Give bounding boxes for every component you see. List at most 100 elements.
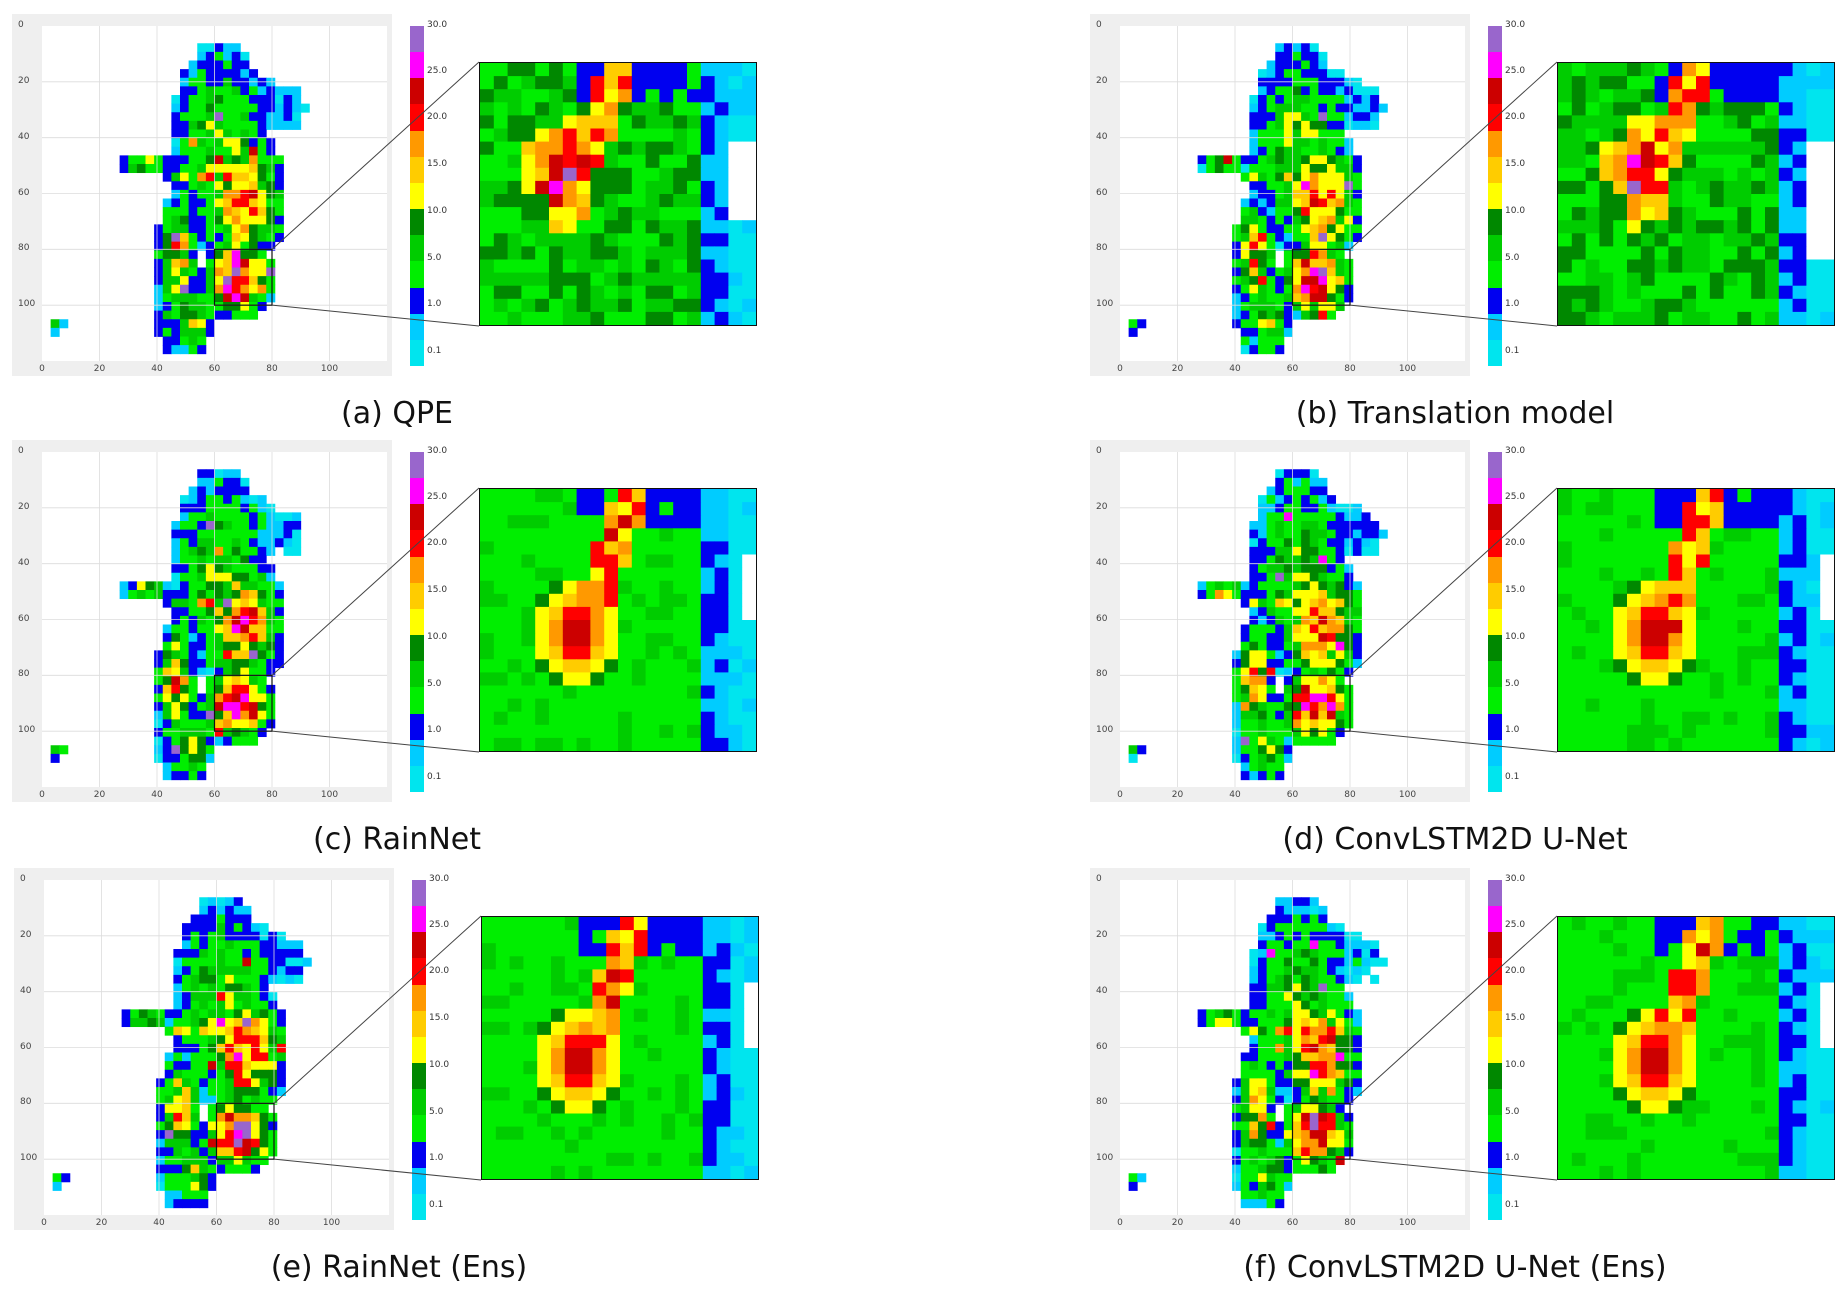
rain-cell [257, 155, 267, 165]
rain-cell [1258, 276, 1268, 286]
rain-cell [233, 1043, 243, 1053]
rain-cell [1240, 659, 1250, 669]
zoom-cell [661, 1139, 676, 1154]
rain-cell [1240, 345, 1250, 355]
rain-cell [242, 992, 252, 1002]
y-tick-label: 80 [1096, 669, 1108, 680]
rain-cell [162, 641, 172, 651]
rain-cell [257, 650, 267, 660]
rain-cell [216, 1138, 226, 1148]
rain-cell [154, 684, 164, 694]
zoom-cell [507, 698, 522, 713]
zoom-cell [1792, 554, 1807, 568]
rain-cell [1275, 495, 1285, 505]
y-tick-label: 40 [20, 985, 32, 996]
rain-cell [1249, 155, 1259, 165]
rain-cell [251, 1069, 261, 1079]
zoom-cell [1585, 298, 1600, 313]
rain-cell [1335, 1000, 1345, 1010]
zoom-cell [578, 1087, 593, 1101]
zoom-cell [551, 1165, 566, 1179]
zoom-cell [1613, 580, 1628, 595]
zoom-cell [1696, 541, 1711, 555]
rain-cell [1309, 77, 1319, 87]
rain-cell [259, 949, 269, 959]
zoom-cell [702, 1126, 717, 1141]
rain-cell [207, 1000, 217, 1010]
zoom-cell [1654, 311, 1669, 325]
zoom-cell [714, 63, 729, 77]
zoom-cell [1585, 737, 1600, 751]
zoom-cell [702, 1100, 717, 1114]
zoom-cell [631, 646, 646, 660]
rain-cell [225, 1052, 235, 1062]
y-tick-label: 60 [18, 187, 30, 198]
zoom-cell [673, 528, 688, 542]
zoom-cell [590, 233, 605, 247]
zoom-cell [700, 141, 715, 156]
zoom-cell [1737, 298, 1752, 313]
rain-cell [1249, 345, 1259, 355]
rain-cell [249, 693, 259, 703]
rain-cell [249, 736, 259, 746]
zoom-cell [592, 1048, 607, 1062]
rain-cell [223, 641, 233, 651]
zoom-cell [661, 1074, 676, 1088]
rain-cell [1318, 1026, 1328, 1036]
zoom-cell [576, 711, 591, 726]
rain-cell [1335, 138, 1345, 148]
rain-cell [257, 207, 267, 217]
rain-cell [1283, 564, 1293, 574]
zoom-cell [551, 1008, 566, 1023]
rain-cell [1266, 1164, 1276, 1174]
zoom-cell [730, 943, 745, 957]
zoom-cell [1599, 76, 1614, 90]
rain-cell [240, 736, 250, 746]
zoom-cell [1613, 659, 1628, 673]
zoom-cell [700, 567, 715, 582]
rain-cell [207, 957, 217, 967]
rain-cell [1318, 302, 1328, 312]
rain-cell [207, 949, 217, 959]
rain-cell [164, 1181, 174, 1191]
rain-cell [214, 51, 224, 61]
rain-cell [231, 284, 241, 294]
zoom-cell [1806, 711, 1821, 726]
zoom-cell [620, 1165, 635, 1179]
rain-cell [216, 1052, 226, 1062]
rain-cell [1327, 650, 1337, 660]
zoom-cell [1599, 259, 1614, 273]
zoom-cell [659, 554, 674, 568]
rain-cell [171, 267, 181, 277]
zoom-cell [1696, 311, 1711, 325]
rain-cell [1232, 659, 1242, 669]
rain-cell [249, 189, 259, 199]
rain-cell [1327, 1078, 1337, 1088]
zoom-cell [1668, 180, 1683, 195]
zoom-cell [1613, 593, 1628, 608]
zoom-cell [742, 102, 756, 116]
rain-cell [1301, 1078, 1311, 1088]
zoom-cell [507, 737, 522, 751]
zoom-cell [480, 672, 495, 686]
rain-cell [214, 172, 224, 182]
rain-cell [188, 728, 198, 738]
rain-cell [1275, 710, 1285, 720]
zoom-cell [1571, 633, 1586, 647]
zoom-cell [562, 63, 577, 77]
rain-cell [188, 164, 198, 174]
rain-cell [1283, 538, 1293, 548]
rain-cell [188, 224, 198, 234]
rain-cell [1232, 1112, 1242, 1122]
rain-cell [1335, 1052, 1345, 1062]
zoom-cell [728, 272, 743, 287]
zoom-cell [549, 620, 564, 634]
rain-cell [205, 684, 215, 694]
rain-cell [1283, 1147, 1293, 1157]
rain-cell [1283, 302, 1293, 312]
rain-cell [180, 590, 190, 600]
rain-cell [1206, 1009, 1216, 1019]
rain-cell [249, 676, 259, 686]
zoom-cell [1571, 580, 1586, 595]
zoom-cell [1765, 246, 1780, 260]
